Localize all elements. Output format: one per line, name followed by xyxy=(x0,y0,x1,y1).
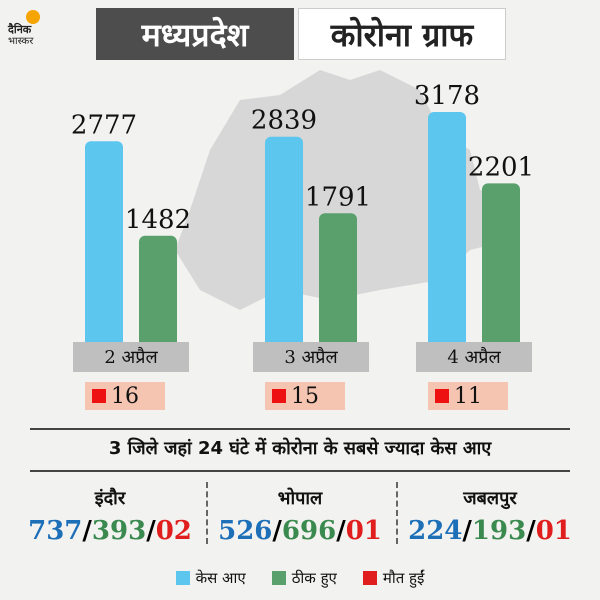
death-count: 11 xyxy=(454,383,482,409)
date-label: 3 अप्रैल xyxy=(253,342,369,372)
district-recovered: 696 xyxy=(281,516,337,546)
bar-cases xyxy=(265,136,303,350)
bar-cases xyxy=(85,141,123,350)
district-name: भोपाल xyxy=(277,488,323,509)
district-recovered: 193 xyxy=(471,516,527,546)
legend: केस आए ठीक हुए मौत हुईं xyxy=(0,568,600,588)
districts-heading: 3 जिले जहां 24 घंटे में कोरोना के सबसे ज… xyxy=(108,438,492,459)
district-stats: 224/193/01 xyxy=(408,516,572,546)
divider-top xyxy=(30,428,570,430)
district-cases: 224 xyxy=(408,516,463,546)
legend-label: मौत हुईं xyxy=(382,569,425,587)
brand-logo: दैनिक भास्कर xyxy=(6,8,50,52)
district-name: इंदौर xyxy=(94,488,126,509)
legend-swatch xyxy=(362,571,377,585)
death-marker-icon xyxy=(435,389,449,403)
district-name: जबलपुर xyxy=(463,488,517,509)
column-separator xyxy=(396,482,398,544)
title-graph: कोरोना ग्राफ xyxy=(298,8,506,60)
district-stats: 737/393/02 xyxy=(28,516,192,546)
brand-line2: भास्कर xyxy=(8,36,34,47)
date-label: 4 अप्रैल xyxy=(416,342,532,372)
bar-cases xyxy=(428,112,466,350)
date-label: 2 अप्रैल xyxy=(73,342,189,372)
district-deaths: 01 xyxy=(535,516,572,546)
death-marker-icon xyxy=(92,389,106,403)
data-label: 1791 xyxy=(305,182,371,212)
legend-label: ठीक हुए xyxy=(291,569,337,587)
death-marker-icon xyxy=(272,389,286,403)
bar-recovered xyxy=(482,183,520,350)
district-deaths: 01 xyxy=(345,516,382,546)
title-state: मध्यप्रदेश xyxy=(96,8,294,60)
district-recovered: 393 xyxy=(91,516,147,546)
district-deaths: 02 xyxy=(155,516,192,546)
data-label: 2777 xyxy=(71,110,137,140)
death-count: 16 xyxy=(111,383,139,409)
data-label: 2201 xyxy=(468,152,534,182)
district-stats: 526/696/01 xyxy=(218,516,382,546)
legend-label: केस आए xyxy=(195,569,246,587)
divider-bottom xyxy=(30,470,570,472)
legend-swatch xyxy=(175,571,190,585)
sun-icon xyxy=(26,10,40,24)
district-cases: 526 xyxy=(218,516,273,546)
death-count-box: 15 xyxy=(265,382,345,410)
legend-item-recovered: ठीक हुए xyxy=(271,568,337,588)
legend-swatch xyxy=(271,571,286,585)
bar-recovered xyxy=(319,213,357,350)
legend-item-cases: केस आए xyxy=(175,568,246,588)
bar-recovered xyxy=(139,235,177,350)
column-separator xyxy=(206,482,208,544)
data-label: 2839 xyxy=(251,106,317,136)
brand-line1: दैनिक xyxy=(8,23,32,36)
death-count-box: 16 xyxy=(85,382,165,410)
data-label: 3178 xyxy=(414,81,480,111)
death-count: 15 xyxy=(291,383,319,409)
legend-item-deaths: मौत हुईं xyxy=(362,568,425,588)
data-label: 1482 xyxy=(125,205,191,235)
district-cases: 737 xyxy=(28,516,83,546)
